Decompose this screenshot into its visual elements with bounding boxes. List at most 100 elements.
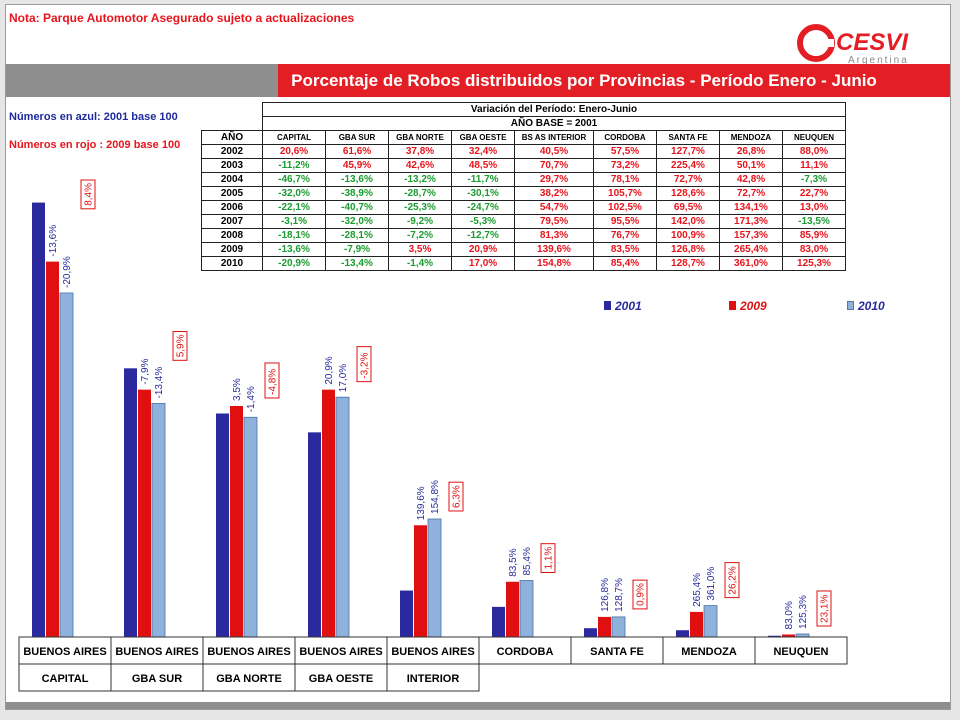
table-cell: 22,7% — [782, 186, 846, 201]
table-year-cell: 2006 — [201, 200, 263, 215]
logo-gap — [816, 39, 834, 47]
logo-sub: Argentina — [848, 55, 909, 66]
table-cell: -32,0% — [262, 186, 326, 201]
table-cell: -24,7% — [451, 200, 515, 215]
boxed-label-text: 6,3% — [452, 485, 463, 508]
table-header-col: GBA NORTE — [388, 130, 452, 145]
table-cell: -30,1% — [451, 186, 515, 201]
legend-item-2001: 2001 — [604, 298, 642, 313]
bar-value-label: -7,9% — [140, 358, 151, 384]
boxed-label-frame — [264, 362, 280, 399]
table-row: 2008 -18,1% -28,1% -7,2% -12,7% 81,3% 76,7% 100… — [201, 228, 846, 243]
table-cell: -7,9% — [325, 242, 389, 257]
table-header-col: MENDOZA — [719, 130, 783, 145]
table-cell: 20,6% — [262, 144, 326, 159]
table-cell: -32,0% — [325, 214, 389, 229]
table-cell: 79,5% — [514, 214, 594, 229]
bar-value-label: -1,4% — [246, 386, 257, 412]
table-title-base-year: AÑO BASE = 2001 — [262, 116, 846, 131]
table-cell: 139,6% — [514, 242, 594, 257]
table-cell: -28,1% — [325, 228, 389, 243]
header-grey-band — [6, 64, 278, 97]
bar-2010 — [151, 403, 166, 638]
category-label: BUENOS AIRES — [391, 646, 474, 658]
table-cell: 225,4% — [656, 158, 720, 173]
table-row: 2004 -46,7% -13,6% -13,2% -11,7% 29,7% 78,1% 72… — [201, 172, 846, 187]
table-cell: 42,6% — [388, 158, 452, 173]
table-cell: 72,7% — [656, 172, 720, 187]
table-cell: -11,2% — [262, 158, 326, 173]
table-cell: -20,9% — [262, 256, 326, 271]
table-cell: 32,4% — [451, 144, 515, 159]
bar-value-label: -13,6% — [48, 225, 59, 257]
bar-chart: -13,6%-20,9%8,4%BUENOS AIRESCAPITAL-7,9%… — [18, 179, 848, 692]
table-cell: -9,2% — [388, 214, 452, 229]
category-label: BUENOS AIRES — [207, 646, 290, 658]
table-cell: 50,1% — [719, 158, 783, 173]
boxed-label-text: 1,1% — [544, 547, 555, 570]
table-cell: 83,5% — [593, 242, 657, 257]
table-cell: 69,5% — [656, 200, 720, 215]
table-cell: -18,1% — [262, 228, 326, 243]
table-cell: 125,3% — [782, 256, 846, 271]
category-label: BUENOS AIRES — [115, 646, 198, 658]
table-row: 2003 -11,2% 45,9% 42,6% 48,5% 70,7% 73,2% 225,4… — [201, 158, 846, 173]
table-header-col: BS AS INTERIOR — [514, 130, 594, 145]
bar-2001 — [216, 413, 229, 637]
bar-2009 — [46, 261, 59, 637]
table-cell: -3,1% — [262, 214, 326, 229]
category-label: NEUQUEN — [773, 646, 828, 658]
boxed-label-frame — [816, 590, 832, 627]
table-cell: 81,3% — [514, 228, 594, 243]
bar-value-label: 20,9% — [324, 356, 335, 384]
table-cell: 78,1% — [593, 172, 657, 187]
variation-table: Variación del Período: Enero-Junio AÑO B… — [201, 102, 846, 271]
bar-2001 — [584, 628, 597, 637]
table-cell: -13,4% — [325, 256, 389, 271]
table-cell: 29,7% — [514, 172, 594, 187]
table-cell: 61,6% — [325, 144, 389, 159]
table-header-col: CAPITAL — [262, 130, 326, 145]
table-cell: -5,3% — [451, 214, 515, 229]
boxed-label-frame — [632, 579, 648, 610]
table-cell: 37,8% — [388, 144, 452, 159]
table-cell: 13,0% — [782, 200, 846, 215]
table-cell: 11,1% — [782, 158, 846, 173]
legend-swatch-2001 — [604, 301, 611, 311]
table-cell: 361,0% — [719, 256, 783, 271]
slide: Nota: Parque Automotor Asegurado sujeto … — [5, 4, 951, 710]
bar-2009 — [506, 581, 519, 637]
table-cell: 38,2% — [514, 186, 594, 201]
table-cell: 76,7% — [593, 228, 657, 243]
cesvi-logo: CESVI Argentina — [797, 24, 909, 66]
table-cell: -40,7% — [325, 200, 389, 215]
bar-value-label: 3,5% — [232, 378, 243, 401]
table-header-col: SANTA FE — [656, 130, 720, 145]
table-cell: -38,9% — [325, 186, 389, 201]
boxed-label-frame — [172, 331, 188, 361]
boxed-label-text: 23,1% — [820, 595, 831, 623]
header-red-band — [278, 64, 950, 97]
bar-2010 — [427, 518, 442, 638]
bar-2001 — [308, 432, 321, 637]
bar-value-label: 125,3% — [798, 595, 809, 629]
table-cell: 127,7% — [656, 144, 720, 159]
category-sublabel: CAPITAL — [42, 673, 89, 685]
bar-2010 — [243, 416, 258, 638]
category-sublabel: GBA SUR — [132, 673, 182, 685]
bar-2009 — [782, 634, 795, 637]
blue-numbers-note: Números en azul: 2001 base 100 — [9, 111, 178, 123]
category-label: BUENOS AIRES — [23, 646, 106, 658]
table-cell: -7,2% — [388, 228, 452, 243]
table-cell: 157,3% — [719, 228, 783, 243]
bar-2009 — [230, 405, 243, 637]
table-header-col: CORDOBA — [593, 130, 657, 145]
table-cell: -12,7% — [451, 228, 515, 243]
bar-2010 — [611, 616, 626, 638]
category-label: MENDOZA — [681, 646, 737, 658]
category-cell-bottom — [18, 663, 112, 692]
category-cell-top — [18, 636, 112, 665]
table-header-col: GBA OESTE — [451, 130, 515, 145]
bar-value-label: 83,0% — [784, 601, 795, 629]
legend-item-2009: 2009 — [729, 298, 767, 313]
